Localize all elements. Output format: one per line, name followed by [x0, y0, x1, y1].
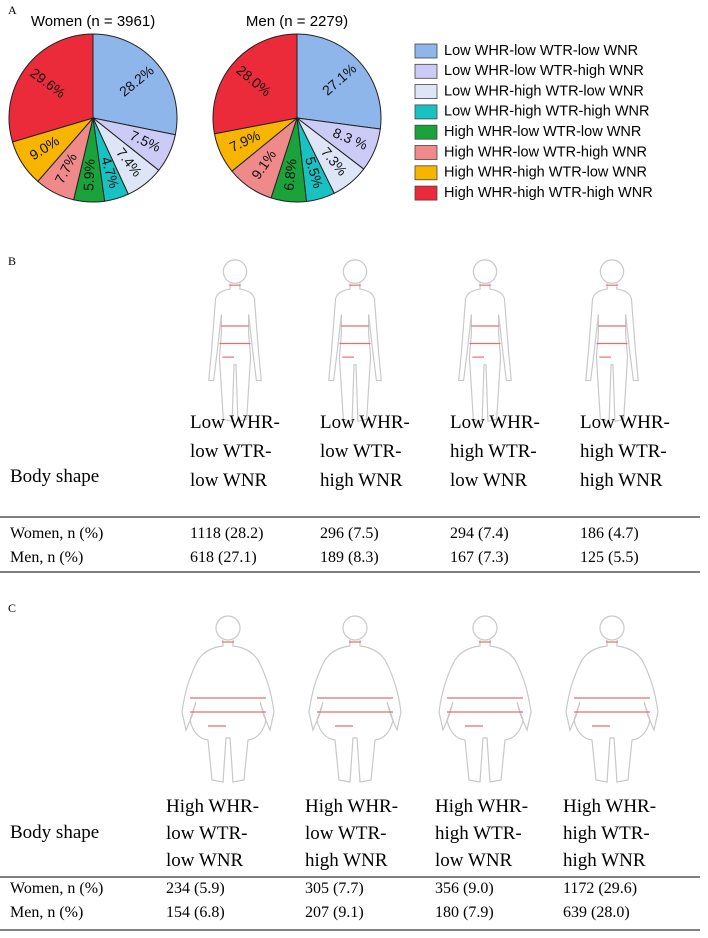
- row-label: Women, n (%): [10, 525, 103, 542]
- legend-label: Low WHR-low WTR-low WNR: [444, 43, 638, 59]
- column-header: High WHR-: [166, 796, 259, 817]
- body-figure: [565, 615, 659, 783]
- column-header: Low WHR-: [190, 412, 280, 433]
- legend-swatch: [414, 145, 438, 160]
- legend-swatch: [414, 84, 438, 99]
- table-cell: 207 (9.1): [305, 904, 364, 921]
- legend-swatch: [414, 63, 438, 79]
- pie-slice: [212, 33, 298, 135]
- body-figure: [328, 259, 382, 422]
- table-cell: 356 (9.0): [435, 880, 494, 897]
- legend-swatch: [414, 165, 438, 181]
- column-header: Low WHR-: [450, 412, 540, 433]
- pie-slice: [296, 33, 382, 130]
- table-cell: 125 (5.5): [580, 549, 639, 566]
- table-cell: 294 (7.4): [450, 525, 509, 542]
- column-header: Low WHR-: [580, 412, 670, 433]
- table-cell: 154 (6.8): [166, 904, 225, 921]
- panel-label: A: [8, 3, 17, 17]
- row-header: Body shape: [10, 822, 99, 843]
- data-label: 5.9%: [80, 159, 97, 192]
- legend-label: High WHR-low WTR-high WNR: [444, 144, 647, 160]
- column-header: High WHR-: [435, 796, 528, 817]
- legend-label: High WHR-high WTR-low WNR: [444, 165, 647, 181]
- table-cell: 1172 (29.6): [563, 880, 637, 897]
- table-cell: 639 (28.0): [563, 904, 630, 921]
- panel-label: B: [8, 254, 16, 268]
- column-header: high WTR-: [450, 441, 537, 462]
- body-figure: [458, 259, 512, 422]
- chart-title: Men (n = 2279): [246, 13, 348, 30]
- column-header: high WNR: [305, 850, 388, 871]
- pie-slice: [8, 33, 94, 143]
- chart-title: Women (n = 3961): [31, 13, 155, 30]
- column-header: Low WHR-: [320, 412, 410, 433]
- column-header: low WNR: [166, 850, 244, 871]
- legend-swatch: [414, 104, 438, 120]
- body-figure: [181, 615, 275, 783]
- table-cell: 180 (7.9): [435, 904, 494, 921]
- legend-label: Low WHR-high WTR-low WNR: [444, 83, 644, 99]
- column-header: high WTR-: [580, 441, 667, 462]
- column-header: low WTR-: [166, 823, 247, 844]
- table-cell: 189 (8.3): [320, 549, 379, 566]
- row-label: Women, n (%): [10, 880, 103, 897]
- column-header: low WTR-: [305, 823, 386, 844]
- table-cell: 305 (7.7): [305, 880, 364, 897]
- column-header: high WTR-: [563, 823, 650, 844]
- column-header: High WHR-: [305, 796, 398, 817]
- table-cell: 167 (7.3): [450, 549, 509, 566]
- legend-label: Low WHR-high WTR-high WNR: [444, 104, 649, 120]
- column-header: low WTR-: [190, 441, 271, 462]
- row-label: Men, n (%): [10, 549, 83, 566]
- column-header: low WNR: [435, 850, 513, 871]
- body-figure: [585, 259, 639, 422]
- column-header: low WTR-: [320, 441, 401, 462]
- body-figure: [308, 615, 402, 783]
- column-header: high WNR: [580, 470, 663, 491]
- column-header: low WNR: [450, 470, 528, 491]
- legend-label: High WHR-high WTR-high WNR: [444, 185, 653, 201]
- column-header: high WNR: [320, 470, 403, 491]
- row-label: Men, n (%): [10, 904, 83, 921]
- table-cell: 296 (7.5): [320, 525, 379, 542]
- table-cell: 186 (4.7): [580, 525, 639, 542]
- legend-label: High WHR-low WTR-low WNR: [444, 124, 641, 140]
- pie-slice: [92, 33, 178, 136]
- table-cell: 234 (5.9): [166, 880, 225, 897]
- table-cell: 1118 (28.2): [190, 525, 263, 542]
- legend-swatch: [414, 124, 438, 140]
- body-figure: [438, 615, 532, 783]
- panel-label: C: [8, 601, 16, 615]
- column-header: low WNR: [190, 470, 268, 491]
- table-cell: 618 (27.1): [190, 549, 257, 566]
- body-figure: [208, 259, 262, 422]
- column-header: high WTR-: [435, 823, 522, 844]
- legend-swatch: [414, 185, 438, 201]
- row-header: Body shape: [10, 466, 99, 487]
- legend-swatch: [414, 43, 438, 59]
- column-header: high WNR: [563, 850, 646, 871]
- legend-label: Low WHR-low WTR-high WNR: [444, 63, 644, 79]
- column-header: High WHR-: [563, 796, 656, 817]
- data-label: 6.8%: [280, 158, 299, 191]
